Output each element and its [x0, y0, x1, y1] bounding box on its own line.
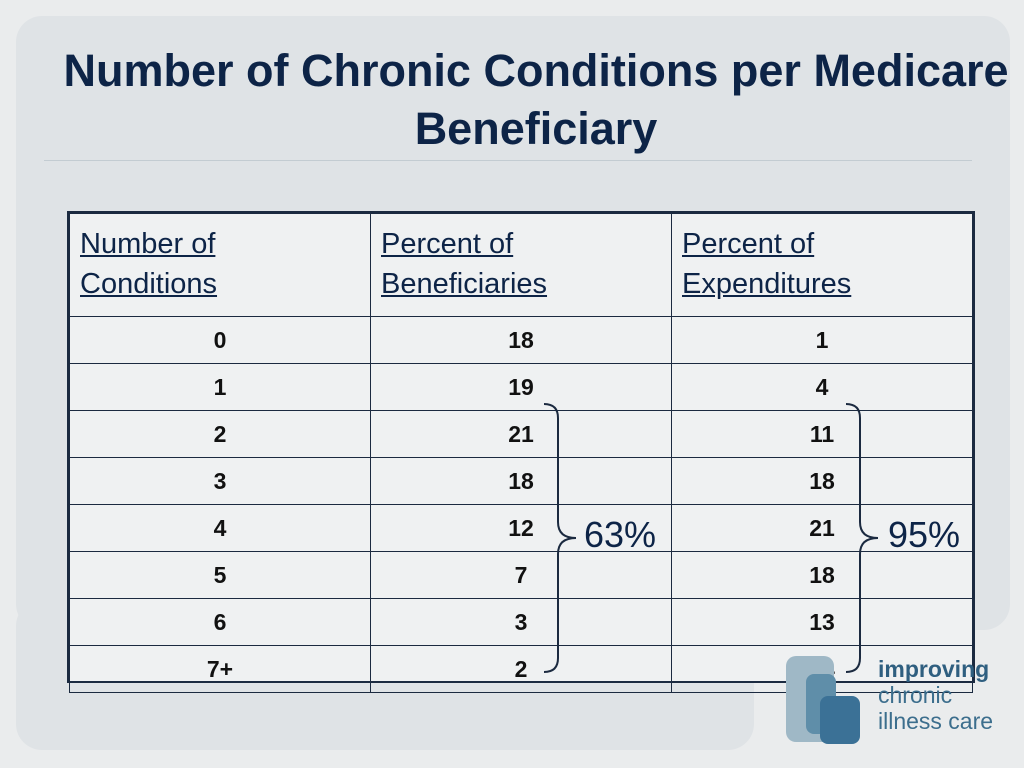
- cell-expenditures: 18: [671, 551, 973, 599]
- logo-line-3: illness care: [878, 708, 994, 734]
- table-row: 3 18 18: [69, 457, 973, 505]
- beneficiaries-brace: [543, 403, 577, 673]
- cell-beneficiaries: 19: [370, 363, 672, 411]
- cell-conditions: 1: [69, 363, 371, 411]
- cell-expenditures: 13: [671, 598, 973, 646]
- header-number-of-conditions: Number of Conditions: [69, 213, 371, 317]
- cell-conditions: 3: [69, 457, 371, 505]
- table-row: 1 19 4: [69, 363, 973, 411]
- cell-expenditures: 11: [671, 410, 973, 458]
- cell-conditions: 7+: [69, 645, 371, 693]
- cell-beneficiaries: 3: [370, 598, 672, 646]
- cell-conditions: 6: [69, 598, 371, 646]
- expenditures-brace: [845, 403, 879, 673]
- cell-expenditures: 4: [671, 363, 973, 411]
- table-row: 0 18 1: [69, 316, 973, 364]
- cell-beneficiaries: 21: [370, 410, 672, 458]
- cell-beneficiaries: 12: [370, 504, 672, 552]
- cell-conditions: 2: [69, 410, 371, 458]
- slide-title: Number of Chronic Conditions per Medicar…: [63, 45, 1009, 154]
- expenditures-bracket-label: 95%: [888, 514, 961, 555]
- cell-conditions: 0: [69, 316, 371, 364]
- logo-line-2: chronic: [878, 682, 953, 708]
- cell-beneficiaries: 2: [370, 645, 672, 693]
- logo-text: improving chronic illness care: [878, 656, 993, 734]
- header-percent-of-beneficiaries: Percent of Beneficiaries: [370, 213, 672, 317]
- table-row: 4 12 21: [69, 504, 973, 552]
- title-divider: [44, 160, 972, 161]
- cell-beneficiaries: 18: [370, 457, 672, 505]
- cell-conditions: 4: [69, 504, 371, 552]
- table-row: 5 7 18: [69, 551, 973, 599]
- beneficiaries-bracket-label: 63%: [584, 514, 657, 555]
- table-row: 2 21 11: [69, 410, 973, 458]
- cell-expenditures: 21: [671, 504, 973, 552]
- cell-expenditures: 18: [671, 457, 973, 505]
- table-row: 6 3 13: [69, 598, 973, 646]
- cell-beneficiaries: 7: [370, 551, 672, 599]
- table-header-row: Number of Conditions Percent of Benefici…: [69, 213, 973, 317]
- logo-line-1: improving: [878, 656, 990, 682]
- conditions-table: Number of Conditions Percent of Benefici…: [67, 211, 975, 693]
- cell-conditions: 5: [69, 551, 371, 599]
- cell-expenditures: 1: [671, 316, 973, 364]
- header-percent-of-expenditures: Percent of Expenditures: [671, 213, 973, 317]
- improving-chronic-illness-care-logo-icon: [786, 656, 860, 744]
- cell-beneficiaries: 18: [370, 316, 672, 364]
